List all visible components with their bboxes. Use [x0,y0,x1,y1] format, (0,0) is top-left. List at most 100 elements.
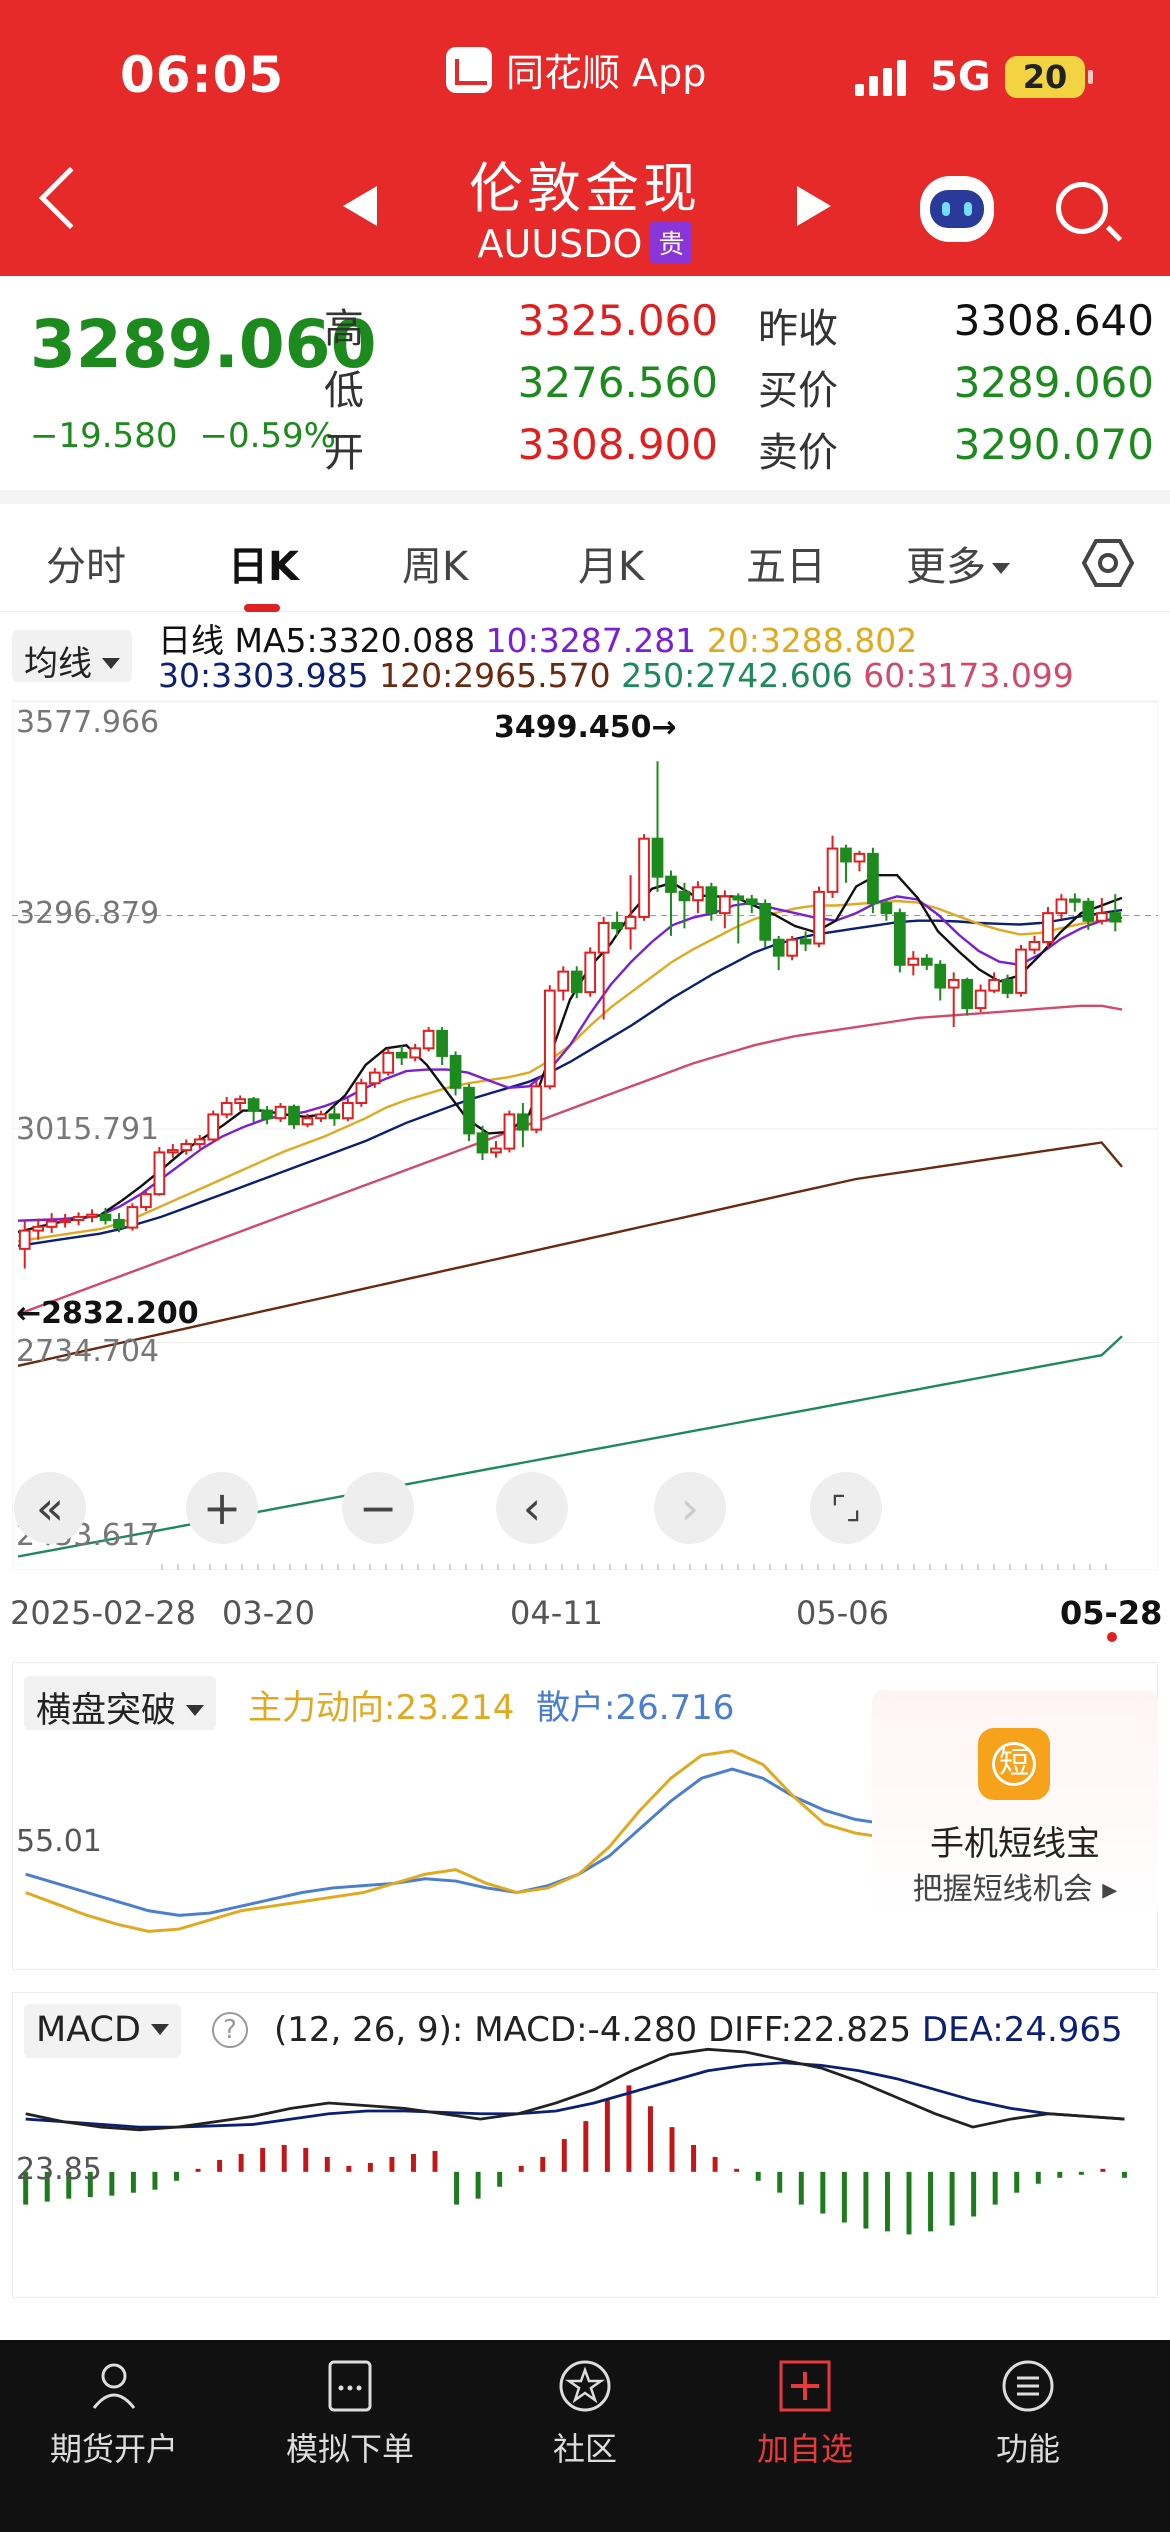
macd-chart[interactable] [12,1992,1158,2298]
tab-weekly-k[interactable]: 周K [402,544,469,590]
last-price: 3289.060 [30,306,377,383]
ma-selector[interactable]: 均线 [12,630,132,684]
tab-more-label: 更多 [906,544,986,590]
candle-body [920,957,933,966]
help-icon[interactable]: ? [212,2012,248,2048]
candle-body [1028,940,1041,951]
ma60-line [17,1004,1123,1316]
candle-body [759,903,772,941]
ask-value: 3290.070 [953,420,1154,469]
promo-card[interactable]: 短 手机短线宝 把握短线机会 ▸ [872,1690,1158,1920]
low-label: 低 [324,368,364,414]
candle-body [180,1143,193,1152]
y-axis-label-4: 2734.704 [16,1334,160,1369]
candle-body [665,875,677,893]
ma-selector-label: 均线 [24,644,92,684]
macd-y-label: 23.85 [16,2152,102,2187]
nav-community[interactable]: 社区 [475,2340,695,2532]
chart-settings-icon[interactable] [1082,537,1134,589]
diff-value: DIFF:22.825 [707,2010,912,2050]
candle-body [651,837,664,878]
period-tabs: 分时 日K 周K 月K 五日 更多 [0,520,1170,612]
candle-body [449,1054,462,1089]
tab-more[interactable]: 更多 [906,534,1010,592]
prev-close-label: 昨收 [758,306,838,352]
short-line-icon: 短 [978,1728,1050,1800]
robot-assistant-icon[interactable] [920,176,994,242]
macd-selector[interactable]: MACD [24,2004,181,2058]
candle-body [718,895,731,915]
chevron-down-icon [102,658,120,669]
app-badge-label: 同花顺 App [506,51,707,95]
section-divider [0,490,1170,504]
max-price-marker: 3499.450→ [494,710,677,745]
scroll-left-icon[interactable]: ‹ [496,1472,568,1544]
prev-close-value: 3308.640 [953,296,1154,345]
candle-body [99,1213,112,1221]
candle-body [705,886,718,915]
tab-intraday[interactable]: 分时 [46,544,126,590]
promo-title: 手机短线宝 [930,1824,1100,1864]
retail-line [25,1767,887,1917]
y-axis-label-3: 3015.791 [16,1112,160,1147]
simulate-icon [328,2360,372,2412]
current-date-dot [1107,1632,1117,1642]
candle-body [261,1109,273,1120]
nav-add-watchlist[interactable]: 加自选 [695,2340,915,2532]
app-switch-badge[interactable]: 同花顺 App [446,42,706,97]
next-instrument-icon[interactable] [797,186,831,226]
candle-body [436,1029,448,1057]
candle-body [32,1225,45,1232]
candle-body [86,1213,98,1218]
ma60-value: 60:3173.099 [863,656,1074,695]
candle-body [490,1147,502,1154]
nav-simulated-order[interactable]: 模拟下单 [240,2340,460,2532]
tab-monthly-k[interactable]: 月K [578,544,645,590]
candle-body [813,890,825,945]
tab-five-day[interactable]: 五日 [746,544,826,590]
instrument-code-text: AUUSDO [477,222,643,266]
candle-body [382,1051,395,1074]
zoom-out-icon[interactable]: − [342,1472,414,1544]
candle-body [301,1117,314,1126]
bid-value: 3289.060 [953,358,1154,407]
x-axis-date-2: 03-20 [222,1594,315,1632]
ma-legend-row2: 30:3303.985 120:2965.570 250:2742.606 60… [158,656,1074,695]
candlestick-chart[interactable] [12,700,1158,1570]
indicator-name: 横盘突破 [36,1691,177,1731]
prev-instrument-icon[interactable] [343,186,377,226]
battery-icon: 20 [1005,56,1093,98]
candle-body [584,951,597,994]
candle-body [59,1218,71,1223]
candle-body [517,1113,529,1131]
main-force-line [25,1749,887,1933]
scroll-right-icon[interactable]: › [654,1472,726,1544]
ma30-line [17,908,1123,1247]
candle-body [234,1098,246,1105]
ma30-value: 30:3303.985 [158,656,369,695]
indicator-selector[interactable]: 横盘突破 [24,1676,217,1731]
nav-functions[interactable]: 功能 [918,2340,1138,2532]
chevron-down-icon [992,563,1010,574]
candle-body [880,902,893,915]
ma5-value: MA5:3320.088 [234,621,476,660]
zoom-in-icon[interactable]: + [186,1472,258,1544]
ma120-line [17,1141,1123,1367]
tab-daily-k[interactable]: 日K [228,544,299,590]
ma10-value: 10:3287.281 [485,621,697,660]
candle-body [193,1138,206,1146]
candle-body [543,989,556,1088]
search-icon[interactable] [1056,182,1108,234]
nav-label: 社区 [552,2430,617,2468]
nav-futures-account[interactable]: 期货开户 [4,2340,224,2532]
candle-body [72,1215,85,1221]
active-tab-indicator [244,604,280,612]
nav-label: 功能 [995,2430,1060,2468]
collapse-icon[interactable]: « [14,1472,86,1544]
signal-icon [855,60,906,96]
fullscreen-icon[interactable]: ⌜⌟ [810,1472,882,1544]
candle-body [220,1102,233,1116]
add-watchlist-icon [779,2360,831,2412]
nav-label: 模拟下单 [285,2430,414,2468]
candle-body [732,895,745,901]
